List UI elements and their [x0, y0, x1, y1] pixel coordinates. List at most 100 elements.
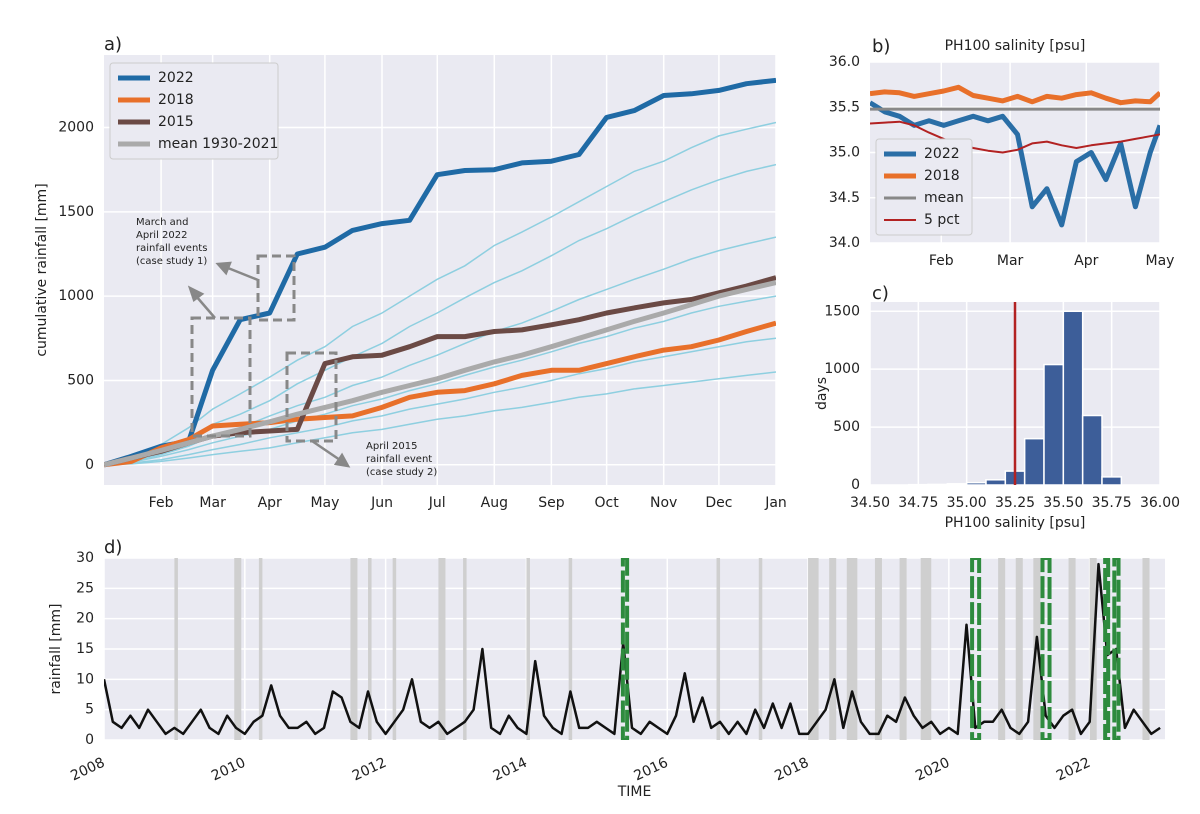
x-tick-label: Oct	[595, 495, 620, 511]
histogram-bar	[967, 483, 986, 485]
y-tick-label: 1000	[824, 361, 860, 377]
y-tick-label: 500	[833, 419, 860, 435]
panel-label: a)	[104, 34, 122, 55]
panel-label: d)	[104, 537, 122, 558]
y-tick-label: 0	[85, 732, 94, 748]
legend-label: 2022	[924, 146, 960, 162]
legend-label: 2018	[924, 168, 960, 184]
histogram-bar	[1083, 416, 1102, 485]
legend-label: mean	[924, 190, 964, 206]
x-tick-label: 2014	[491, 755, 530, 785]
x-tick-label: 35.25	[995, 495, 1035, 511]
legend-label: 5 pct	[924, 212, 960, 228]
x-tick-label: Sep	[538, 495, 565, 511]
legend-label: mean 1930-2021	[158, 136, 278, 152]
y-axis-label: cumulative rainfall [mm]	[34, 183, 50, 356]
event-span	[393, 558, 397, 740]
annotation: March and	[136, 217, 188, 228]
y-tick-label: 500	[67, 372, 94, 388]
x-tick-label: 2010	[209, 755, 248, 785]
annotation: (case study 1)	[136, 256, 207, 267]
event-span	[350, 558, 357, 740]
x-tick-label: 2018	[772, 755, 811, 785]
x-axis-label: TIME	[617, 784, 652, 800]
y-tick-label: 0	[85, 457, 94, 473]
y-tick-label: 20	[76, 611, 94, 627]
event-span	[463, 558, 467, 740]
y-tick-label: 25	[76, 580, 94, 596]
x-tick-label: May	[310, 495, 339, 511]
x-tick-label: 34.50	[850, 495, 890, 511]
histogram-bar	[928, 484, 947, 485]
x-tick-label: Feb	[929, 253, 954, 269]
event-span	[875, 558, 882, 740]
x-tick-label: May	[1146, 253, 1175, 269]
y-axis-label: days	[814, 377, 830, 410]
histogram-bar	[986, 480, 1005, 485]
event-span	[717, 558, 721, 740]
x-tick-label: 2016	[632, 755, 671, 785]
histogram-bar	[1102, 477, 1121, 485]
y-axis-label: rainfall [mm]	[48, 603, 64, 694]
event-span	[847, 558, 858, 740]
legend-label: 2018	[158, 92, 194, 108]
event-span	[569, 558, 573, 740]
event-span	[259, 558, 263, 740]
x-tick-label: Dec	[705, 495, 732, 511]
histogram-bar	[1025, 439, 1044, 485]
legend-label: 2015	[158, 114, 194, 130]
y-tick-label: 34.5	[829, 190, 860, 206]
annotation: April 2015	[366, 441, 417, 452]
event-span	[368, 558, 372, 740]
y-tick-label: 35.5	[829, 99, 860, 115]
y-tick-label: 30	[76, 550, 94, 566]
x-tick-label: 34.75	[898, 495, 938, 511]
event-span	[829, 558, 836, 740]
y-tick-label: 1500	[58, 204, 94, 220]
event-span	[234, 558, 241, 740]
event-span	[1016, 558, 1023, 740]
event-span	[174, 558, 178, 740]
x-tick-label: 2012	[350, 755, 389, 785]
y-tick-label: 34.0	[829, 235, 860, 251]
x-tick-label: Mar	[199, 495, 226, 511]
annotation: (case study 2)	[366, 467, 437, 478]
event-span	[808, 558, 819, 740]
annotation: rainfall events	[136, 243, 207, 254]
x-tick-label: Jun	[370, 495, 393, 511]
y-tick-label: 1500	[824, 303, 860, 319]
histogram-bar	[947, 484, 966, 485]
histogram-bar	[1044, 365, 1063, 485]
x-tick-label: Apr	[1074, 253, 1098, 269]
x-tick-label: 35.50	[1043, 495, 1083, 511]
panel-label: b)	[872, 36, 890, 57]
case-span	[1105, 558, 1108, 740]
x-tick-label: 2008	[68, 755, 107, 785]
histogram-bar	[1063, 311, 1082, 485]
x-tick-label: Jul	[428, 495, 446, 511]
x-tick-label: 35.00	[947, 495, 987, 511]
x-tick-label: 2022	[1054, 755, 1093, 785]
y-tick-label: 35.0	[829, 145, 860, 161]
y-tick-label: 36.0	[829, 54, 860, 70]
panel-label: c)	[872, 283, 889, 304]
event-span	[1142, 558, 1149, 740]
y-tick-label: 2000	[58, 120, 94, 136]
x-tick-label: Aug	[481, 495, 508, 511]
event-span	[759, 558, 763, 740]
x-tick-label: Mar	[997, 253, 1024, 269]
event-span	[438, 558, 445, 740]
x-tick-label: Jan	[764, 495, 787, 511]
y-tick-label: 15	[76, 641, 94, 657]
x-axis-label: PH100 salinity [psu]	[945, 515, 1086, 531]
annotation: April 2022	[136, 230, 187, 241]
y-tick-label: 0	[851, 477, 860, 493]
y-tick-label: 1000	[58, 288, 94, 304]
annotation: rainfall event	[366, 454, 432, 465]
y-tick-label: 5	[85, 702, 94, 718]
